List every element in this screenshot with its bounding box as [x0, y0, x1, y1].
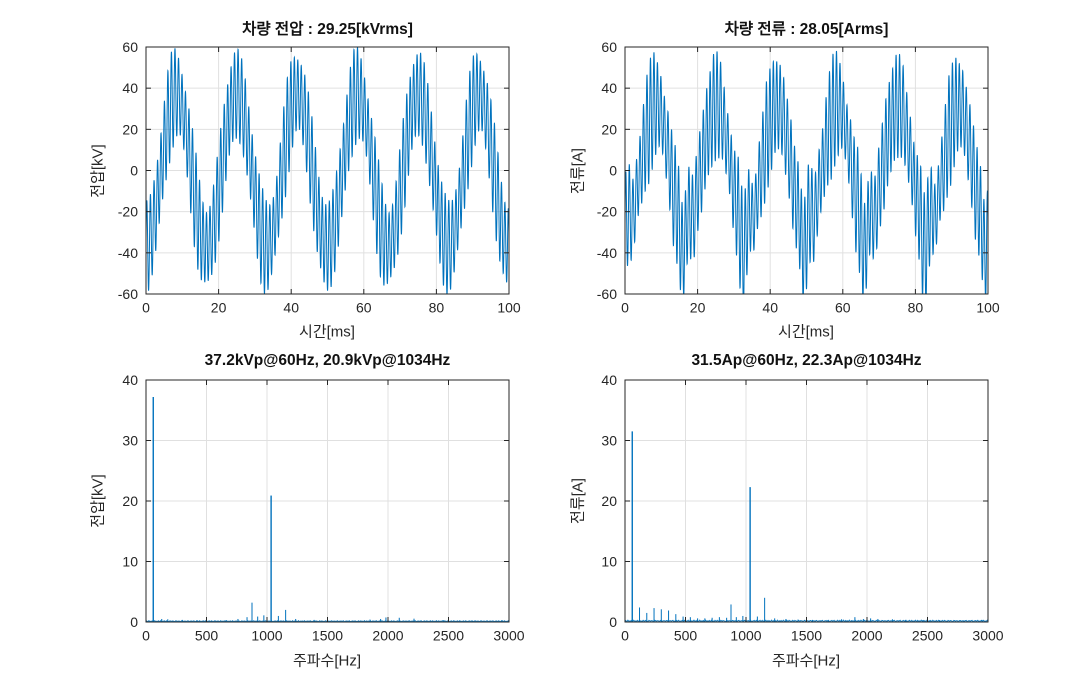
y-tick-label: 60 [122, 39, 138, 55]
ylabel-current-time: 전류[A] [569, 148, 587, 194]
y-tick-label: 60 [601, 39, 617, 55]
y-tick-label: 20 [122, 493, 138, 509]
plot-voltage-time: 0 20 40 60 80 100 -60 -40 -20 0 20 40 60 [118, 39, 521, 315]
x-tick-label: 0 [142, 299, 150, 315]
x-tick-label: 2000 [372, 627, 403, 643]
ylabel-voltage-spectrum: 전압[kV] [89, 474, 107, 528]
x-tick-label: 80 [908, 299, 924, 315]
x-tick-label: 40 [762, 299, 778, 315]
y-tick-label: 30 [601, 433, 617, 449]
tick-labels: 0 500 1000 1500 2000 2500 3000 0 10 20 30 40 [122, 372, 524, 643]
x-tick-label: 2000 [851, 627, 882, 643]
y-tick-label: 40 [122, 372, 138, 388]
x-tick-label: 80 [429, 299, 445, 315]
y-tick-label: -40 [597, 245, 617, 261]
tick-marks [145, 46, 510, 295]
x-tick-label: 0 [621, 299, 629, 315]
y-tick-label: 0 [130, 614, 138, 630]
xlabel-voltage-time: 시간[ms] [299, 323, 355, 341]
x-tick-label: 1500 [791, 627, 822, 643]
x-tick-label: 3000 [972, 627, 1003, 643]
tick-marks [624, 379, 989, 623]
x-tick-label: 60 [835, 299, 851, 315]
x-tick-label: 500 [195, 627, 219, 643]
y-tick-label: 40 [601, 80, 617, 96]
x-tick-label: 100 [976, 299, 1000, 315]
y-tick-label: -40 [118, 245, 138, 261]
y-tick-label: 0 [130, 163, 138, 179]
tick-marks [624, 46, 989, 295]
ylabel-voltage-time: 전압[kV] [89, 144, 107, 198]
grid [145, 379, 510, 623]
plot-title-current-spectrum: 31.5Ap@60Hz, 22.3Ap@1034Hz [691, 352, 922, 369]
plot-title-current-time: 차량 전류 : 28.05[Arms] [724, 21, 889, 38]
x-tick-label: 2500 [912, 627, 943, 643]
y-tick-label: 40 [601, 372, 617, 388]
y-tick-label: -60 [597, 286, 617, 302]
grid [624, 379, 989, 623]
plot-title-voltage-time: 차량 전압 : 29.25[kVrms] [242, 21, 413, 38]
x-tick-label: 0 [621, 627, 629, 643]
waveform-line [146, 47, 509, 294]
x-tick-label: 1500 [312, 627, 343, 643]
y-tick-label: 30 [122, 433, 138, 449]
x-tick-label: 500 [674, 627, 698, 643]
x-tick-label: 20 [690, 299, 706, 315]
plot-voltage-spectrum: 0 500 1000 1500 2000 2500 3000 0 10 20 30 40 [122, 372, 524, 643]
x-tick-label: 20 [211, 299, 227, 315]
tick-labels: 0 500 1000 1500 2000 2500 3000 0 10 20 30 40 [601, 372, 1003, 643]
y-tick-label: -20 [118, 204, 138, 220]
ylabel-current-spectrum: 전류[A] [569, 478, 587, 524]
tick-labels: 0 20 40 60 80 100 -60 -40 -20 0 20 40 60 [597, 39, 1000, 315]
xlabel-voltage-spectrum: 주파수[Hz] [292, 652, 362, 670]
y-tick-label: 0 [609, 614, 617, 630]
y-tick-label: 20 [601, 121, 617, 137]
y-tick-label: -20 [597, 204, 617, 220]
plot-current-time: 0 20 40 60 80 100 -60 -40 -20 0 20 40 60 [597, 39, 1000, 315]
x-tick-label: 100 [497, 299, 521, 315]
x-tick-label: 3000 [493, 627, 524, 643]
xlabel-current-spectrum: 주파수[Hz] [771, 652, 841, 670]
plot-current-spectrum: 0 500 1000 1500 2000 2500 3000 0 10 20 30 40 [601, 372, 1003, 643]
y-tick-label: -60 [118, 286, 138, 302]
y-tick-label: 20 [601, 493, 617, 509]
plot-title-voltage-spectrum: 37.2kVp@60Hz, 20.9kVp@1034Hz [204, 352, 451, 369]
y-tick-label: 0 [609, 163, 617, 179]
x-tick-label: 0 [142, 627, 150, 643]
x-tick-label: 40 [283, 299, 299, 315]
x-tick-label: 2500 [433, 627, 464, 643]
tick-labels: 0 20 40 60 80 100 -60 -40 -20 0 20 40 60 [118, 39, 521, 315]
y-tick-label: 20 [122, 121, 138, 137]
y-tick-label: 10 [122, 554, 138, 570]
xlabel-current-time: 시간[ms] [778, 323, 834, 341]
x-tick-label: 1000 [730, 627, 761, 643]
y-tick-label: 10 [601, 554, 617, 570]
x-tick-label: 1000 [251, 627, 282, 643]
tick-marks [145, 379, 510, 623]
x-tick-label: 60 [356, 299, 372, 315]
y-tick-label: 40 [122, 80, 138, 96]
waveform-line [625, 50, 988, 294]
